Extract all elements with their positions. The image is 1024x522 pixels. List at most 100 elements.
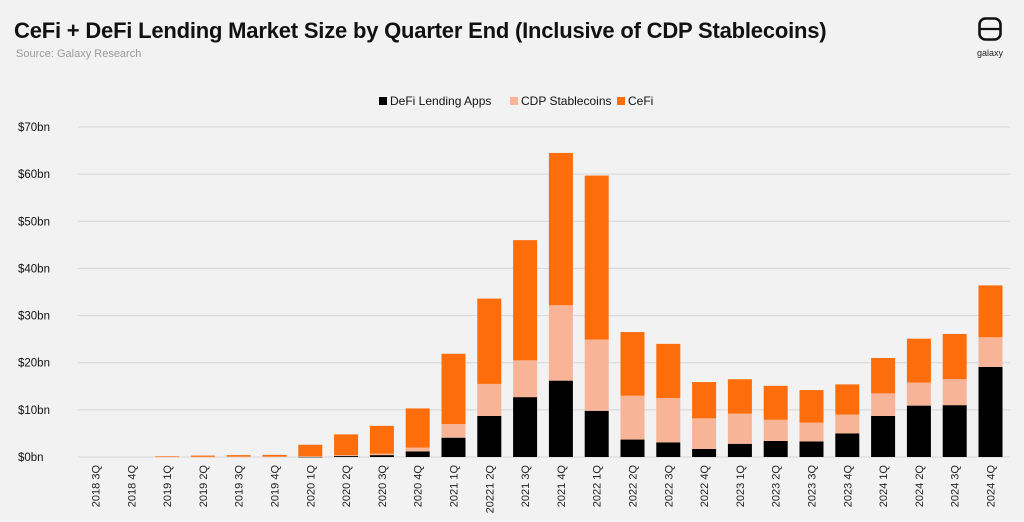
x-tick-label: 2018 3Q [91, 465, 103, 508]
bar-segment [226, 455, 251, 457]
bar-segment [584, 175, 609, 340]
bars [155, 152, 1003, 458]
bar-segment [190, 455, 215, 457]
y-tick-label: $50bn [18, 216, 50, 228]
x-tick-label: 20221 2Q [484, 465, 496, 514]
legend: DeFi Lending Apps CDP Stablecoins CeFi [379, 94, 653, 108]
x-tick-label: 2019 3Q [234, 465, 246, 508]
y-tick-label: $0bn [18, 452, 44, 464]
bar-segment [620, 332, 645, 396]
bar-segment [405, 451, 430, 457]
bar-segment [441, 424, 466, 438]
y-tick-label: $10bn [18, 405, 50, 417]
bar-segment [369, 425, 394, 454]
bar-segment [226, 456, 251, 458]
bar-segment [763, 440, 788, 457]
bar-segment [727, 379, 752, 414]
x-tick-label: 2022 2Q [628, 465, 640, 508]
x-tick-label: 2021 1Q [449, 465, 461, 508]
bar-segment [656, 343, 681, 399]
bar-segment [656, 442, 681, 457]
bar-segment [656, 398, 681, 443]
x-tick-label: 2019 1Q [162, 465, 174, 508]
bar-segment [477, 298, 502, 384]
bar-segment [155, 456, 180, 457]
x-tick-label: 2020 2Q [341, 465, 353, 508]
legend-swatch [617, 97, 625, 105]
gridlines [78, 126, 1010, 458]
x-tick-label: 2022 1Q [592, 465, 604, 508]
bar-segment [584, 339, 609, 411]
bar-segment [799, 441, 824, 457]
chart-subtitle: Source: Galaxy Research [16, 48, 142, 60]
x-tick-label: 2024 3Q [950, 465, 962, 508]
bar-segment [906, 338, 931, 383]
bar-segment [942, 405, 967, 457]
bar-segment [978, 366, 1003, 457]
bar-segment [334, 455, 359, 457]
bar-segment [262, 454, 287, 457]
x-tick-label: 2023 2Q [771, 465, 783, 508]
bar-segment [692, 382, 717, 419]
x-tick-label: 2024 2Q [914, 465, 926, 508]
bar-segment [548, 380, 573, 457]
y-tick-label: $70bn [18, 122, 50, 134]
y-tick-label: $60bn [18, 169, 50, 181]
bar-segment [906, 405, 931, 457]
x-tick-label: 2021 3Q [520, 465, 532, 508]
bar-segment [513, 360, 538, 398]
bar-segment [369, 455, 394, 457]
y-axis: $0bn $10bn $20bn $30bn $40bn $50bn $60bn $70bn [18, 122, 50, 464]
bar-segment [441, 437, 466, 457]
bar-segment [155, 456, 180, 458]
legend-label: CeFi [628, 94, 653, 108]
x-tick-label: 2024 1Q [878, 465, 890, 508]
bar-segment [262, 456, 287, 458]
bar-segment [727, 413, 752, 444]
bar-segment [978, 337, 1003, 367]
legend-swatch [379, 97, 387, 105]
x-tick-label: 2022 3Q [663, 465, 675, 508]
bar-segment [835, 433, 860, 457]
bar-segment [548, 152, 573, 306]
bar-segment [477, 415, 502, 457]
bar-segment [620, 439, 645, 457]
bar-segment [513, 397, 538, 457]
bar-segment [763, 419, 788, 441]
y-tick-label: $20bn [18, 358, 50, 370]
bar-segment [799, 422, 824, 442]
x-tick-label: 2019 4Q [270, 465, 282, 508]
x-tick-label: 2020 1Q [305, 465, 317, 508]
bar-segment [405, 408, 430, 448]
x-tick-label: 2019 2Q [198, 465, 210, 508]
bar-segment [763, 385, 788, 420]
x-tick-label: 2023 3Q [807, 465, 819, 508]
legend-swatch [510, 97, 518, 105]
bar-segment [906, 382, 931, 406]
bar-segment [513, 240, 538, 361]
bar-segment [548, 305, 573, 381]
bar-segment [584, 410, 609, 457]
x-tick-label: 2023 1Q [735, 465, 747, 508]
bar-segment [942, 379, 967, 406]
legend-label: DeFi Lending Apps [390, 94, 491, 108]
bar-segment [298, 456, 323, 457]
galaxy-logo-icon [978, 17, 1002, 41]
bar-segment [692, 448, 717, 457]
x-tick-label: 2020 3Q [377, 465, 389, 508]
bar-segment [871, 393, 896, 416]
legend-label: CDP Stablecoins [521, 94, 612, 108]
bar-segment [835, 414, 860, 434]
bar-segment [298, 456, 323, 458]
x-tick-label: 2024 4Q [986, 465, 998, 508]
bar-segment [441, 353, 466, 424]
bar-segment [799, 390, 824, 423]
y-tick-label: $40bn [18, 263, 50, 275]
bar-segment [978, 285, 1003, 338]
bar-segment [692, 418, 717, 449]
bar-segment [334, 434, 359, 456]
bar-segment [871, 358, 896, 394]
x-tick-label: 2023 4Q [842, 465, 854, 508]
bar-segment [190, 456, 215, 458]
